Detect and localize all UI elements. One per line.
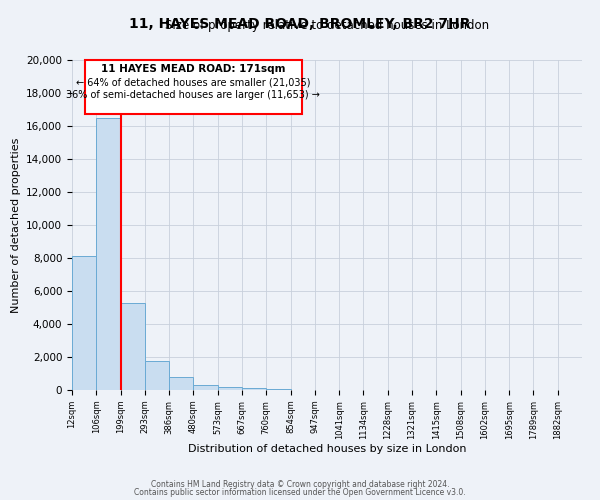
Bar xyxy=(242,388,266,390)
Text: 11 HAYES MEAD ROAD: 171sqm: 11 HAYES MEAD ROAD: 171sqm xyxy=(101,64,286,74)
Bar xyxy=(121,302,145,390)
Bar xyxy=(145,361,169,390)
Text: Contains public sector information licensed under the Open Government Licence v3: Contains public sector information licen… xyxy=(134,488,466,497)
Bar xyxy=(218,386,242,390)
Text: 11, HAYES MEAD ROAD, BROMLEY, BR2 7HR: 11, HAYES MEAD ROAD, BROMLEY, BR2 7HR xyxy=(129,18,471,32)
Y-axis label: Number of detached properties: Number of detached properties xyxy=(11,138,20,312)
Bar xyxy=(193,385,218,390)
Text: ← 64% of detached houses are smaller (21,035): ← 64% of detached houses are smaller (21… xyxy=(76,78,311,88)
Bar xyxy=(72,256,96,390)
Text: Contains HM Land Registry data © Crown copyright and database right 2024.: Contains HM Land Registry data © Crown c… xyxy=(151,480,449,489)
FancyBboxPatch shape xyxy=(85,60,302,114)
Bar xyxy=(266,389,290,390)
Text: 36% of semi-detached houses are larger (11,653) →: 36% of semi-detached houses are larger (… xyxy=(67,90,320,100)
Bar xyxy=(169,377,193,390)
Bar xyxy=(96,118,121,390)
Title: Size of property relative to detached houses in London: Size of property relative to detached ho… xyxy=(165,20,489,32)
X-axis label: Distribution of detached houses by size in London: Distribution of detached houses by size … xyxy=(188,444,466,454)
